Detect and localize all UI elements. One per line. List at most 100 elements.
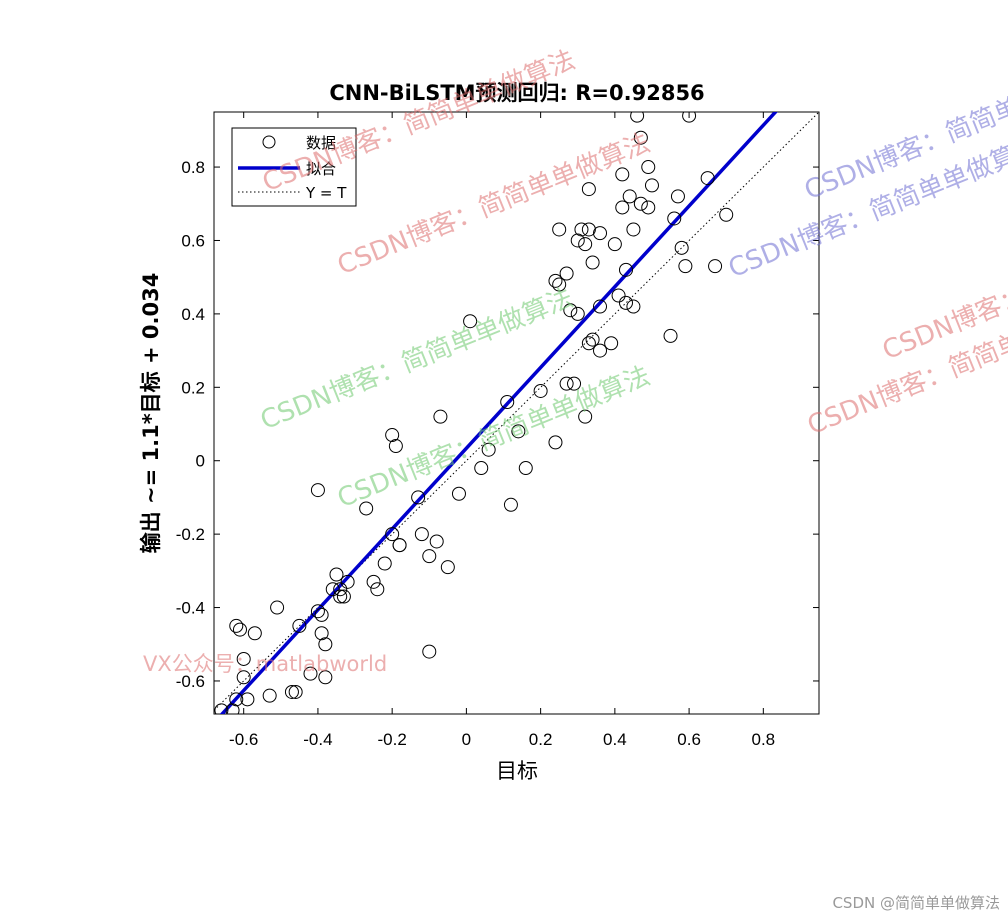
data-point [593, 343, 608, 358]
data-point [578, 237, 593, 252]
x-tick-label: 0 [462, 730, 471, 749]
data-point [581, 182, 596, 197]
y-tick-label: -0.4 [176, 599, 205, 618]
chart-title: CNN-BiLSTM预测回归: R=0.92856 [329, 81, 704, 105]
data-point [303, 666, 318, 681]
legend: 数据 拟合 Y = T [231, 127, 357, 207]
data-point [359, 501, 374, 516]
data-point [670, 189, 685, 204]
data-point [518, 461, 533, 476]
x-tick-label: -0.6 [229, 730, 258, 749]
data-point [615, 167, 630, 182]
data-point [385, 527, 400, 542]
data-point [570, 306, 585, 321]
y-axis-label: 输出 ~= 1.1*目标 + 0.034 [139, 273, 163, 554]
data-point [641, 160, 656, 175]
data-point [644, 178, 659, 193]
data-point [411, 490, 426, 505]
data-point [229, 692, 244, 707]
x-axis-label: 目标 [496, 759, 538, 783]
data-point [440, 560, 455, 575]
data-point [570, 233, 585, 248]
data-point [500, 394, 515, 409]
data-point [700, 171, 715, 186]
data-point [674, 240, 689, 255]
data-point [240, 692, 255, 707]
data-point [604, 336, 619, 351]
data-point [719, 207, 734, 222]
x-tick-label: 0.6 [677, 730, 701, 749]
data-point [366, 574, 381, 589]
data-point [585, 332, 600, 347]
legend-data-marker [262, 135, 276, 149]
data-point [563, 303, 578, 318]
data-point [622, 189, 637, 204]
data-point [618, 295, 633, 310]
footer-credit: CSDN @简简单单做算法 [832, 894, 1000, 912]
data-point [663, 328, 678, 343]
data-point [310, 604, 325, 619]
data-point [325, 582, 340, 597]
legend-data-label: 数据 [306, 134, 336, 152]
data-point [318, 670, 333, 685]
data-point [236, 651, 251, 666]
x-tick-label: -0.4 [303, 730, 332, 749]
data-point [385, 428, 400, 443]
data-point [552, 277, 567, 292]
data-point [615, 200, 630, 215]
data-point [667, 211, 682, 226]
data-point [626, 222, 641, 237]
data-point [310, 483, 325, 498]
data-point [377, 556, 392, 571]
data-point [641, 200, 656, 215]
data-point [270, 600, 285, 615]
legend-fit-label: 拟合 [306, 160, 336, 178]
data-point [474, 461, 489, 476]
data-point [678, 259, 693, 274]
data-point [585, 255, 600, 270]
y-tick-label: 0.2 [181, 378, 205, 397]
data-point [236, 670, 251, 685]
legend-identity-label: Y = T [305, 184, 347, 202]
data-point [333, 582, 348, 597]
data-point [422, 549, 437, 564]
y-tick-label: 0 [196, 452, 205, 471]
fit-line [219, 112, 778, 714]
data-point [247, 626, 262, 641]
data-point [581, 336, 596, 351]
data-point [630, 112, 645, 123]
x-tick-label: 0.4 [603, 730, 627, 749]
data-point [336, 589, 351, 604]
data-point [314, 607, 329, 622]
data-point [292, 618, 307, 633]
data-point [451, 486, 466, 501]
data-point [433, 409, 448, 424]
data-point [340, 574, 355, 589]
data-point [232, 622, 247, 637]
data-point [633, 130, 648, 145]
data-point [593, 226, 608, 241]
data-point [463, 314, 478, 329]
data-point [388, 439, 403, 454]
x-tick-label: -0.2 [378, 730, 407, 749]
y-tick-label: -0.6 [176, 672, 205, 691]
data-point [429, 534, 444, 549]
data-point [548, 273, 563, 288]
data-point [548, 435, 563, 450]
data-point [552, 222, 567, 237]
data-point [581, 222, 596, 237]
data-point [574, 222, 589, 237]
identity-line [214, 112, 819, 711]
data-point [370, 582, 385, 597]
data-point [682, 112, 697, 123]
x-tick-label: 0.2 [529, 730, 553, 749]
data-point [618, 262, 633, 277]
data-point [422, 644, 437, 659]
data-point [262, 688, 277, 703]
data-point [414, 527, 429, 542]
data-point [392, 538, 407, 553]
data-point [607, 237, 622, 252]
data-point [633, 196, 648, 211]
data-point [559, 266, 574, 281]
